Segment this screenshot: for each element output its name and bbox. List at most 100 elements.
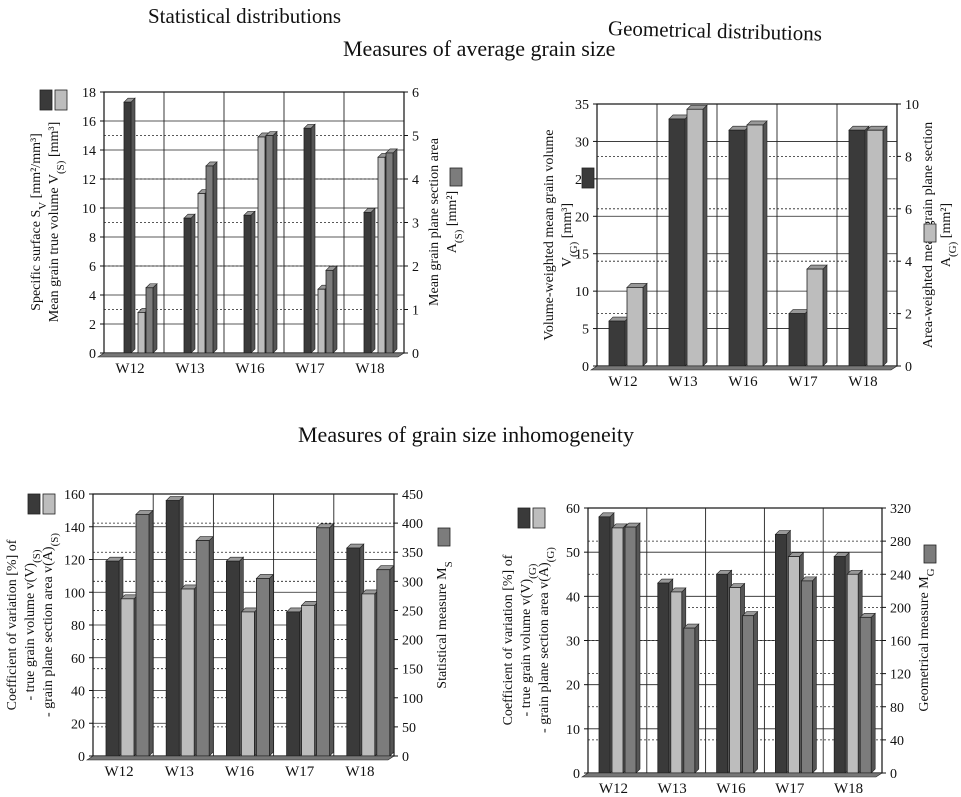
left-tick-label: 30 [566, 635, 580, 650]
bar-side [753, 610, 758, 774]
legend-swatch-left-2 [532, 507, 546, 529]
left-axis-label-line-2: V(G) [mm³] [560, 203, 580, 267]
bar-w18-series-3 [376, 569, 391, 757]
bar-w17-series-1 [775, 534, 787, 774]
bar-w13-series-3 [195, 540, 210, 757]
bar-top [866, 125, 888, 131]
bar-w12-series-3 [145, 287, 154, 354]
category-label-w17: W17 [285, 764, 315, 780]
chart-panel-4: 0 10 20 30 40 50 60 0 40 80 120 160 200 240 280 320 W12 W… [501, 502, 937, 797]
category-label-w13: W13 [175, 361, 204, 377]
left-tick-label: 0 [89, 347, 96, 362]
category-label-w12: W12 [608, 374, 637, 390]
bar-top [746, 120, 768, 126]
bar-top [686, 104, 708, 110]
bar-w13-series-2 [197, 193, 206, 354]
category-label-w16: W16 [728, 374, 758, 390]
bar-side [329, 523, 334, 757]
left-axis-label-line-2: - true grain volume v(V)(S) [23, 549, 43, 700]
bar-side [812, 576, 817, 774]
bar-w17-series-3 [325, 269, 334, 354]
legend-swatch-left-1 [27, 493, 41, 515]
bar-w18-series-2 [377, 156, 386, 354]
left-tick-label: 20 [566, 679, 580, 694]
right-tick-label: 6 [905, 203, 912, 218]
category-label-w16: W16 [716, 781, 746, 797]
legend-swatch-left-2 [54, 89, 68, 111]
bar-w17-series-1 [286, 611, 301, 757]
left-tick-label: 50 [566, 546, 580, 561]
left-tick-label: 4 [89, 289, 96, 304]
chart-panel-2: 051015202530350246810W12W13W16W17W18Volu… [542, 98, 959, 390]
left-tick-label: 40 [71, 685, 85, 700]
heading-statistical-distributions: Statistical distributions [148, 4, 342, 28]
bar-w12-series-3 [624, 526, 637, 774]
bar-side [190, 213, 196, 354]
bar-top [848, 125, 870, 131]
left-tick-label: 0 [78, 750, 85, 765]
category-label-w18: W18 [355, 361, 384, 377]
bar-w12-series-1 [123, 101, 132, 354]
plot-floor [590, 365, 898, 371]
left-tick-label: 8 [89, 231, 96, 246]
left-tick-label: 160 [64, 488, 85, 503]
bar-side [882, 125, 888, 367]
right-tick-label: 40 [890, 734, 904, 749]
category-label-w17: W17 [775, 781, 805, 797]
bar-w12-series-1 [105, 560, 120, 757]
left-tick-label: 0 [582, 360, 589, 375]
bar-side [392, 148, 398, 354]
category-label-w13: W13 [165, 764, 194, 780]
left-tick-label: 6 [89, 260, 96, 275]
category-label-w17: W17 [788, 374, 818, 390]
bar-w16-series-2 [257, 136, 266, 354]
right-tick-label: 2 [412, 260, 419, 275]
bar-w13-series-3 [205, 165, 214, 354]
right-axis-label-line-2: A(G) [mm²] [939, 203, 959, 267]
left-tick-label: 120 [64, 554, 85, 569]
bar-side [269, 573, 274, 757]
bar-side [130, 97, 136, 354]
right-axis-label-line-1: Geometrical measure MG [917, 568, 937, 711]
right-tick-label: 0 [412, 347, 419, 362]
left-axis-label-line-1: Volume-weighted mean grain volume [542, 130, 557, 341]
bar-w16-series-3 [265, 135, 274, 354]
bar-side [272, 130, 278, 354]
bar-side [870, 612, 876, 774]
right-tick-label: 0 [890, 767, 897, 782]
left-tick-label: 18 [82, 86, 96, 101]
bar-w18-series-2 [846, 573, 859, 774]
bar-w18-series-2 [361, 593, 376, 757]
right-tick-label: 4 [905, 255, 912, 270]
right-tick-label: 5 [412, 130, 419, 145]
category-label-w12: W12 [599, 781, 628, 797]
bar-w18-series-3 [859, 616, 872, 774]
bar-side [635, 522, 641, 774]
category-label-w12: W12 [115, 361, 144, 377]
right-tick-label: 240 [890, 568, 911, 583]
right-tick-label: 160 [890, 635, 911, 650]
bar-top [788, 309, 810, 314]
bar-w17-series-1 [303, 127, 312, 354]
right-tick-label: 0 [905, 360, 912, 375]
bar-side [250, 210, 256, 354]
bar-side [694, 623, 700, 774]
bar-top [668, 114, 690, 120]
right-tick-label: 320 [890, 502, 911, 517]
bar-w17-series-3 [316, 527, 331, 757]
category-label-w17: W17 [295, 361, 325, 377]
right-tick-label: 8 [905, 150, 912, 165]
bar-top [728, 125, 750, 131]
left-tick-label: 35 [575, 98, 589, 113]
right-tick-label: 450 [402, 488, 423, 503]
left-axis-label-line-3: - grain plane section area v(A)(G) [537, 547, 557, 733]
bar-w12-series-3 [135, 513, 150, 757]
left-tick-label: 12 [82, 173, 96, 188]
right-axis-label-line-1: Statistical measure MS [435, 561, 455, 688]
category-label-w13: W13 [658, 781, 687, 797]
bar-w16-series-1 [728, 129, 746, 367]
left-tick-label: 15 [575, 248, 589, 263]
left-tick-label: 14 [82, 144, 96, 159]
bar-side [702, 104, 708, 367]
bar-w17-series-1 [788, 313, 806, 367]
